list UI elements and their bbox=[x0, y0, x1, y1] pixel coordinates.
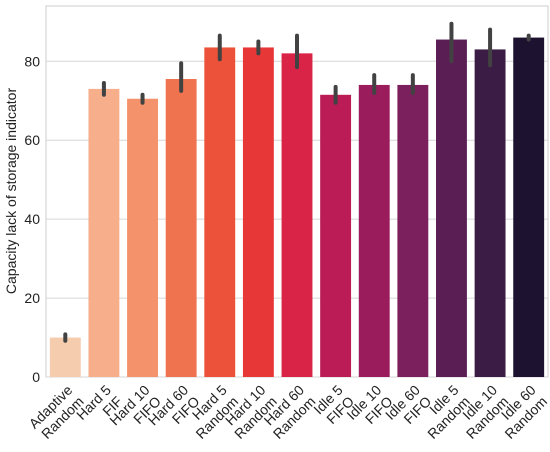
bar bbox=[358, 84, 390, 378]
y-tick-label: 0 bbox=[32, 369, 40, 385]
y-tick-label: 60 bbox=[24, 132, 40, 148]
bar bbox=[436, 39, 467, 377]
error-bars bbox=[63, 21, 531, 343]
bar bbox=[281, 53, 313, 378]
bar bbox=[88, 88, 120, 377]
bar bbox=[320, 94, 352, 377]
bar bbox=[127, 98, 158, 377]
y-tick-label: 80 bbox=[24, 53, 40, 69]
y-axis-ticks: 0 20 40 60 80 bbox=[24, 53, 40, 385]
bar bbox=[397, 84, 429, 378]
bar bbox=[242, 47, 274, 377]
y-axis-title: Capacity lack of storage indicator bbox=[3, 88, 19, 295]
y-tick-label: 20 bbox=[24, 290, 40, 306]
bars bbox=[49, 37, 545, 378]
bar bbox=[49, 337, 81, 377]
bar bbox=[204, 47, 236, 377]
bar bbox=[513, 37, 545, 378]
bar bbox=[474, 49, 506, 378]
bar bbox=[165, 79, 197, 377]
y-tick-label: 40 bbox=[24, 211, 40, 227]
